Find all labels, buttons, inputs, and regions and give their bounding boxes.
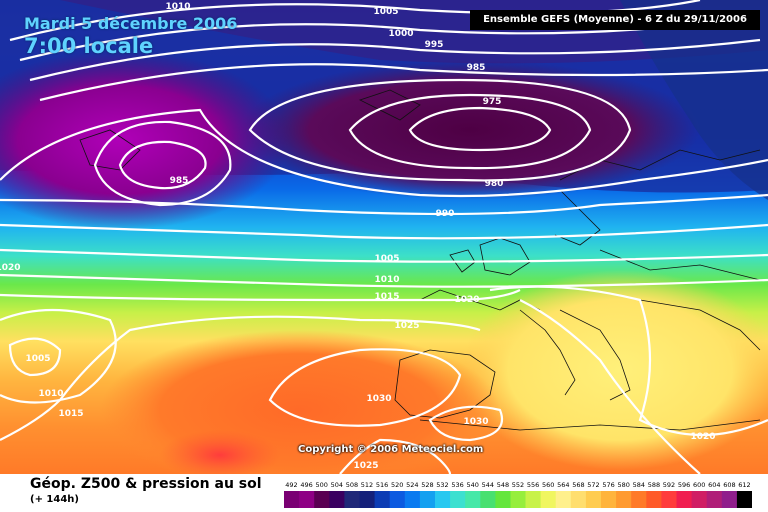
scale-tick-label: 608	[723, 481, 735, 489]
scale-swatch	[329, 491, 345, 508]
scale-swatch	[706, 491, 723, 508]
isobar-label: 980	[485, 179, 504, 189]
isobar-label: 1010	[374, 275, 399, 285]
scale-tick-label: 532	[436, 481, 448, 489]
scale-swatch	[389, 491, 406, 508]
scale-swatch	[691, 491, 708, 508]
scale-swatch	[465, 491, 481, 508]
isobar-label: 1010	[38, 389, 63, 399]
scale-tick-label: 560	[542, 481, 554, 489]
scale-swatch	[646, 491, 662, 508]
scale-swatch	[374, 491, 391, 508]
z500-ridge-east	[460, 270, 768, 470]
map-date: Mardi 5 décembre 2006	[24, 14, 238, 33]
scale-swatch	[480, 491, 496, 508]
model-run-banner: Ensemble GEFS (Moyenne) - 6 Z du 29/11/2…	[470, 10, 760, 30]
scale-tick-label: 508	[346, 481, 358, 489]
scale-swatch	[525, 491, 542, 508]
scale-swatch	[450, 491, 466, 508]
scale-swatch	[495, 491, 511, 508]
isobar-label: 1015	[58, 409, 83, 419]
scale-tick-label: 552	[512, 481, 524, 489]
scale-swatch	[555, 491, 572, 508]
scale-tick-label: 536	[451, 481, 463, 489]
isobar-label: 1020	[690, 432, 715, 442]
isobar-label: 1000	[388, 29, 413, 39]
scale-swatch	[736, 491, 752, 508]
scale-tick-label: 524	[406, 481, 418, 489]
scale-tick-label: 504	[331, 481, 343, 489]
scale-swatch	[721, 491, 738, 508]
scale-tick-label: 520	[391, 481, 403, 489]
isobar-label: 975	[483, 97, 502, 107]
isobar-label: 1025	[353, 461, 378, 471]
scale-swatch	[314, 491, 330, 508]
scale-swatch	[404, 491, 421, 508]
isobar-label: 985	[467, 63, 486, 73]
scale-tick-label: 544	[482, 481, 494, 489]
isobar-label: 1030	[463, 417, 488, 427]
isobar-label: 1005	[373, 7, 398, 17]
isobar-labels: 1010 1005 1000 995 985 975 985 980 990 1…	[0, 2, 716, 471]
scale-tick-label: 612	[738, 481, 750, 489]
scale-tick-label: 528	[421, 481, 433, 489]
map-time: 7:00 locale	[24, 34, 154, 58]
scale-swatch	[359, 491, 376, 508]
scale-swatch	[299, 491, 315, 508]
scale-tick-label: 604	[708, 481, 720, 489]
isobars	[0, 0, 768, 474]
scale-tick-label: 588	[648, 481, 660, 489]
scale-swatch	[344, 491, 360, 508]
forecast-hour: (+ 144h)	[30, 494, 79, 505]
scale-tick-label: 492	[285, 481, 297, 489]
isobar-label: 1020	[0, 263, 21, 273]
scale-tick-label: 540	[466, 481, 478, 489]
scale-swatch	[570, 491, 587, 508]
isobar-label: 1005	[25, 354, 50, 364]
isobar-label: 1025	[394, 321, 419, 331]
scale-tick-label: 548	[497, 481, 509, 489]
scale-swatch	[585, 491, 602, 508]
scale-tick-label: 568	[572, 481, 584, 489]
scale-tick-label: 512	[361, 481, 373, 489]
scale-tick-label: 556	[527, 481, 539, 489]
isobar-label: 990	[436, 209, 455, 219]
isobar-label: 1010	[165, 2, 190, 12]
isobar-label: 1005	[374, 254, 399, 264]
scale-tick-label: 516	[376, 481, 388, 489]
scale-tick-label: 564	[557, 481, 569, 489]
scale-swatch	[284, 491, 300, 508]
isobar-label: 1030	[366, 394, 391, 404]
map-footer: Géop. Z500 & pression au sol (+ 144h) 49…	[0, 474, 768, 512]
scale-tick-label: 500	[315, 481, 327, 489]
isobar-label: 1015	[374, 292, 399, 302]
pressure-map: 1010 1005 1000 995 985 975 985 980 990 1…	[0, 0, 768, 474]
scale-swatch	[631, 491, 647, 508]
scale-swatch	[676, 491, 693, 508]
scale-tick-label: 572	[587, 481, 599, 489]
z500-ridge-core	[160, 430, 280, 474]
scale-tick-label: 580	[617, 481, 629, 489]
copyright-text: Copyright © 2006 Meteociel.com	[298, 444, 484, 455]
scale-tick-label: 600	[693, 481, 705, 489]
scale-swatch	[661, 491, 677, 508]
isobar-label: 995	[425, 40, 444, 50]
scale-swatch	[601, 491, 617, 508]
scale-swatch	[540, 491, 557, 508]
scale-swatch	[510, 491, 527, 508]
geopotential-color-scale: 492 496 500 504 508 512 516 520 524 528 532 536 540 5…	[284, 481, 752, 508]
scale-swatch	[419, 491, 436, 508]
scale-tick-label: 496	[300, 481, 312, 489]
isobar-label: 985	[170, 176, 189, 186]
scale-tick-label: 596	[678, 481, 690, 489]
isobar-label: 1020	[454, 295, 479, 305]
scale-swatch	[616, 491, 632, 508]
z500-trough-main	[240, 60, 700, 200]
scale-tick-label: 584	[633, 481, 645, 489]
scale-tick-label: 576	[602, 481, 614, 489]
map-title: Géop. Z500 & pression au sol	[30, 476, 262, 492]
scale-swatch	[435, 491, 451, 508]
scale-tick-label: 592	[663, 481, 675, 489]
